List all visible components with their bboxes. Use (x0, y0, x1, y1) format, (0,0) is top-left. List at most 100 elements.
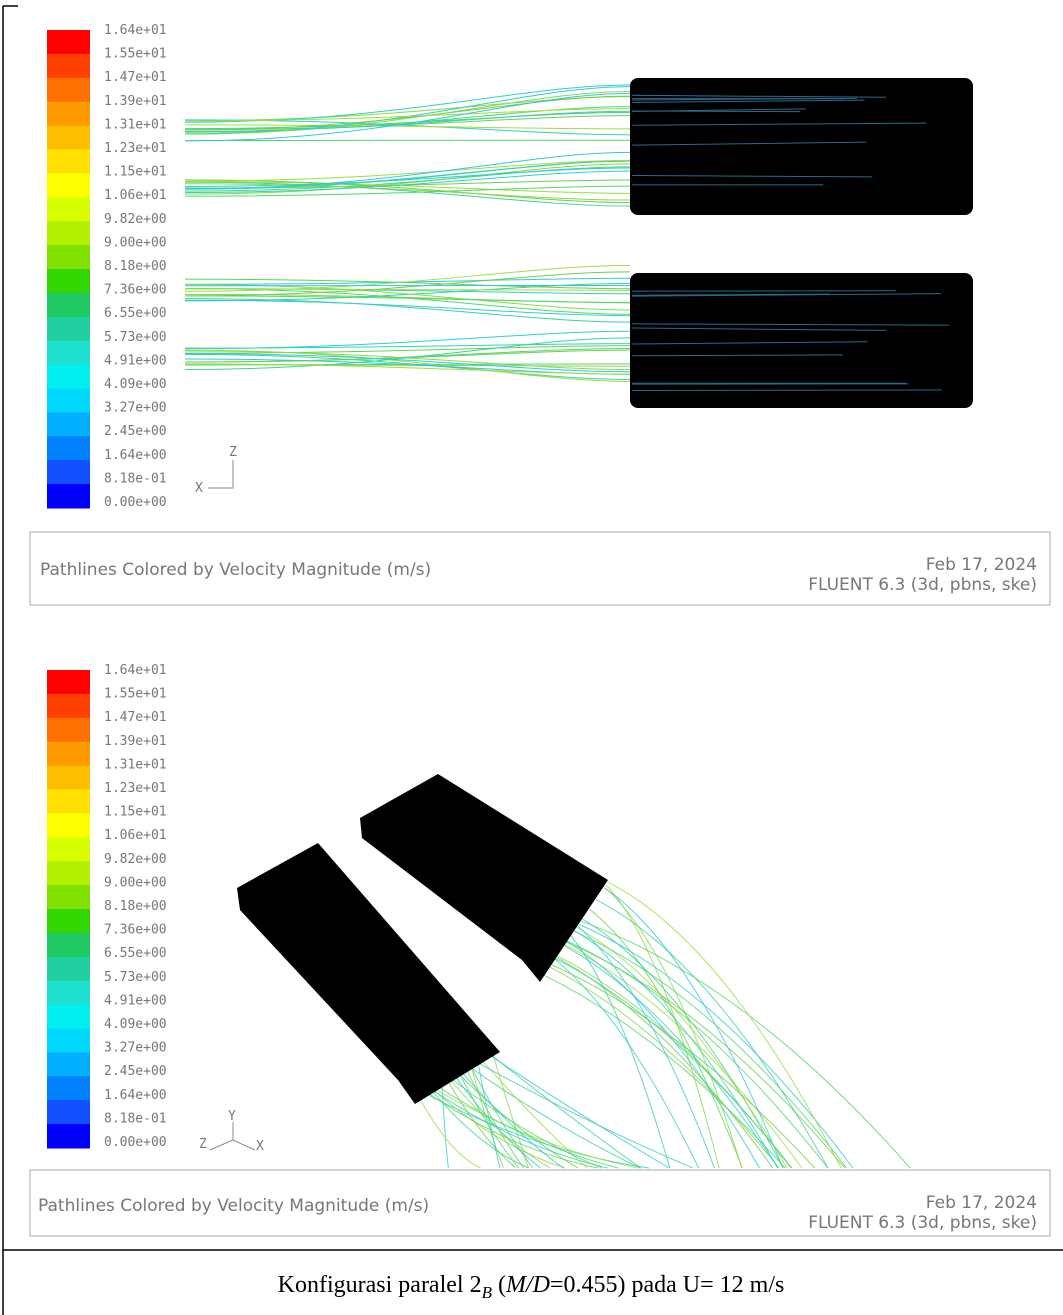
colorbar-label: 1.39e+01 (104, 94, 167, 109)
colorbar-label: 7.36e+00 (104, 923, 167, 938)
colorbar-label: 6.55e+00 (104, 946, 167, 961)
pathline (185, 300, 630, 315)
colorbar-label: 0.00e+00 (104, 495, 167, 510)
colorbar-label: 1.06e+01 (104, 828, 167, 843)
colorbar-label: 3.27e+00 (104, 401, 167, 416)
triad-label: X (256, 1139, 264, 1154)
figure-page: Pathlines Colored by Velocity Magnitude … (0, 0, 1063, 1315)
panel-software: FLUENT 6.3 (3d, pbns, ske) (808, 575, 1037, 595)
colorbar-band (47, 1005, 90, 1029)
colorbar-label: 9.00e+00 (104, 875, 167, 890)
triad-label: X (195, 481, 203, 496)
colorbar-label: 1.23e+01 (104, 781, 167, 796)
pathline (185, 168, 630, 186)
colorbar-band (47, 78, 90, 102)
colorbar-band (47, 54, 90, 78)
triad-label: Z (229, 445, 237, 460)
pathline (424, 1090, 598, 1168)
colorbar-label: 1.55e+01 (104, 687, 167, 702)
triad-label: Z (199, 1137, 207, 1152)
colorbar-label: 9.82e+00 (104, 212, 167, 227)
colorbar-band (47, 933, 90, 957)
pathline (490, 1055, 669, 1168)
pathline (185, 354, 630, 372)
colorbar-label: 1.15e+01 (104, 805, 167, 820)
colorbar-band (47, 1100, 90, 1124)
colorbar-label: 7.36e+00 (104, 283, 167, 298)
colorbar-band (47, 436, 90, 460)
pathline (578, 926, 715, 1168)
colorbar-band (47, 1052, 90, 1076)
pathline (606, 885, 719, 1168)
caption-text: ( (492, 1272, 506, 1298)
colorbar-label: 2.45e+00 (104, 1064, 167, 1079)
colorbar-label: 1.23e+01 (104, 141, 167, 156)
panel-caption: Pathlines Colored by Velocity Magnitude … (38, 1196, 429, 1216)
pathline (491, 1055, 641, 1168)
colorbar-label: 5.73e+00 (104, 970, 167, 985)
panel-date: Feb 17, 2024 (926, 555, 1037, 575)
colorbar-band (47, 813, 90, 837)
pathline (478, 1062, 500, 1168)
panel-caption: Pathlines Colored by Velocity Magnitude … (40, 560, 431, 580)
colorbar-label: 1.55e+01 (104, 47, 167, 62)
colorbar-band (47, 269, 90, 293)
colorbar-band (47, 460, 90, 484)
colorbar-band (47, 341, 90, 365)
colorbar-band (47, 221, 90, 245)
colorbar-label: 1.64e+00 (104, 1088, 167, 1103)
colorbar-label: 1.64e+00 (104, 448, 167, 463)
colorbar-label: 1.47e+01 (104, 70, 167, 85)
panel-software: FLUENT 6.3 (3d, pbns, ske) (808, 1213, 1037, 1233)
figure-caption: Konfigurasi paralel 2B (M/D=0.455) pada … (278, 1272, 785, 1302)
colorbar-band (47, 1124, 90, 1148)
colorbar-band (47, 694, 90, 718)
colorbar-label: 1.39e+01 (104, 734, 167, 749)
colorbar-band (47, 718, 90, 742)
colorbar-band (47, 742, 90, 766)
pathline (544, 975, 786, 1168)
colorbar-band (47, 790, 90, 814)
panel-date: Feb 17, 2024 (926, 1193, 1037, 1213)
colorbar-band (47, 1029, 90, 1053)
pathline (632, 390, 942, 391)
pathline (567, 941, 827, 1168)
colorbar-label: 9.00e+00 (104, 235, 167, 250)
colorbar-label: 8.18e-01 (104, 1111, 167, 1126)
colorbar-label: 6.55e+00 (104, 306, 167, 321)
colorbar-label: 0.00e+00 (104, 1135, 167, 1150)
triad-arrows (208, 460, 233, 488)
caption-text: =0.455) pada U= 12 m/s (550, 1272, 784, 1298)
car-body (630, 273, 973, 408)
pathline (571, 936, 670, 1168)
colorbar-band (47, 861, 90, 885)
colorbar-band (47, 837, 90, 861)
colorbar-band (47, 412, 90, 436)
colorbar-label: 1.64e+01 (104, 23, 167, 38)
pathlines (185, 85, 910, 1168)
colorbar-band (47, 484, 90, 508)
triad-label: Y (228, 1109, 236, 1124)
caption-text: Konfigurasi paralel 2 (278, 1272, 482, 1298)
colorbar-label: 8.18e+00 (104, 899, 167, 914)
colorbar-label: 4.09e+00 (104, 1017, 167, 1032)
colorbar-band (47, 766, 90, 790)
colorbar-band (47, 365, 90, 389)
colorbar-label: 3.27e+00 (104, 1041, 167, 1056)
triad-arrows (233, 1140, 255, 1150)
colorbar-band (47, 173, 90, 197)
colorbar-label: 1.64e+01 (104, 663, 167, 678)
colorbar-band (47, 102, 90, 126)
colorbar-label: 5.73e+00 (104, 330, 167, 345)
colorbar-label: 1.15e+01 (104, 165, 167, 180)
triad-arrows (210, 1122, 233, 1150)
colorbar-label: 1.31e+01 (104, 757, 167, 772)
colorbar-band (47, 126, 90, 150)
colorbar-label: 1.31e+01 (104, 117, 167, 132)
pathline (446, 1078, 515, 1168)
colorbar-label: 9.82e+00 (104, 852, 167, 867)
colorbar-band (47, 670, 90, 694)
colorbar-band (47, 150, 90, 174)
colorbar-band (47, 1076, 90, 1100)
pathline (477, 1062, 693, 1168)
